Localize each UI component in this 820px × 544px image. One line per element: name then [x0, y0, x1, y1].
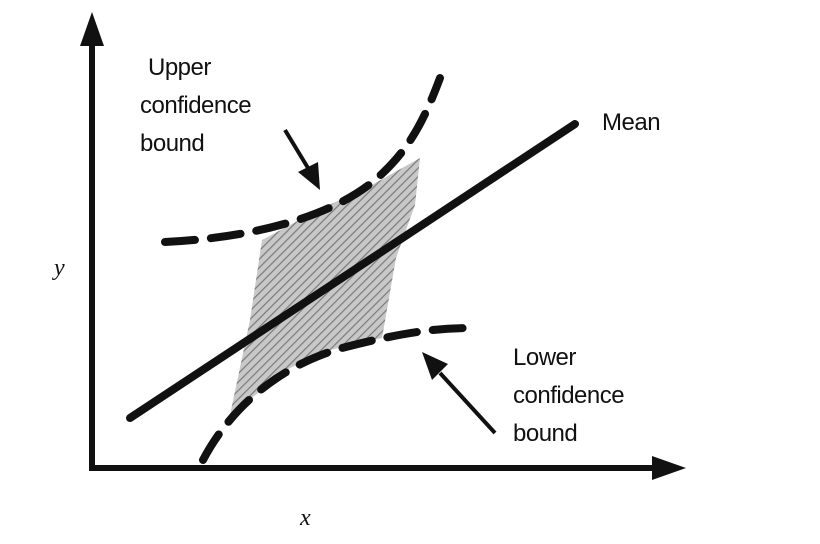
mean-label: Mean [602, 109, 660, 136]
x-axis-arrow [652, 456, 686, 480]
upper-bound-label-line-2: confidence [140, 92, 251, 119]
upper-bound-pointer [283, 128, 310, 170]
y-axis-label: y [52, 255, 65, 281]
upper-bound-label-line-3: bound [140, 130, 204, 157]
upper-bound-curve [161, 74, 444, 246]
lower-bound-label-line-3: bound [513, 420, 577, 447]
upper-bound-pointer-head [298, 162, 320, 190]
y-axis-arrow [80, 12, 104, 46]
x-axis-label: x [299, 505, 311, 531]
lower-bound-curve [199, 324, 474, 464]
lower-bound-pointer-head [422, 352, 448, 380]
lower-bound-label-line-2: confidence [513, 382, 624, 409]
lower-bound-pointer [438, 371, 497, 435]
lower-bound-label-line-1: Lower [513, 344, 576, 371]
mean-line [126, 120, 579, 422]
upper-bound-label-line-1: Upper [148, 54, 211, 81]
axes [80, 12, 686, 480]
upper-bound-label: Upper confidence bound [140, 54, 257, 157]
lower-bound-label: Lower confidence bound [513, 344, 630, 447]
